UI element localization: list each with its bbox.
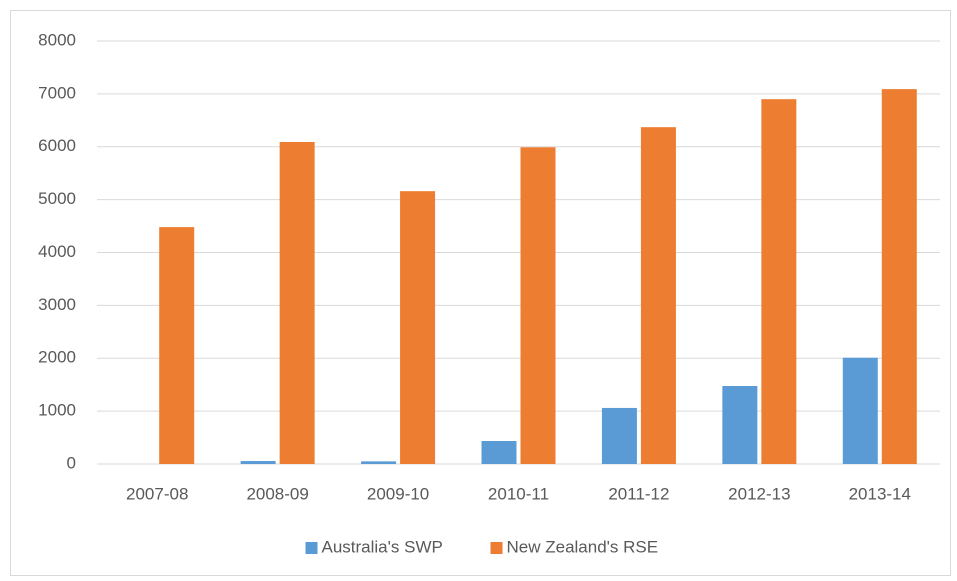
bar [881, 89, 917, 465]
y-tick-label: 7000 [38, 83, 76, 102]
y-tick-label: 5000 [38, 189, 76, 208]
y-tick-label: 1000 [38, 401, 76, 420]
y-tick-label: 0 [67, 453, 76, 472]
y-tick-label: 4000 [38, 242, 76, 261]
y-tick-label: 8000 [38, 30, 76, 49]
x-tick-label: 2009-10 [367, 484, 429, 503]
legend-label: Australia's SWP [322, 537, 443, 556]
y-tick-label: 6000 [38, 136, 76, 155]
bar [481, 440, 517, 464]
x-tick-label: 2013-14 [849, 484, 911, 503]
x-tick-label: 2010-11 [488, 484, 549, 503]
bar [520, 147, 556, 464]
x-tick-label: 2012-13 [728, 484, 790, 503]
bar [640, 127, 676, 464]
bar [159, 227, 195, 464]
bar [761, 99, 797, 464]
legend-swatch [305, 542, 318, 554]
bar [601, 407, 637, 464]
x-tick-label: 2007-08 [126, 484, 188, 503]
y-tick-label: 3000 [38, 295, 76, 314]
bar [240, 461, 276, 464]
x-tick-label: 2011-12 [608, 484, 669, 503]
bar [361, 461, 397, 464]
bar [400, 191, 436, 465]
legend-label: New Zealand's RSE [507, 537, 659, 556]
bar [722, 386, 758, 464]
bar [279, 141, 315, 464]
x-tick-label: 2008-09 [246, 484, 308, 503]
y-tick-label: 2000 [38, 348, 76, 367]
legend-swatch [490, 542, 503, 554]
bar [842, 357, 878, 464]
